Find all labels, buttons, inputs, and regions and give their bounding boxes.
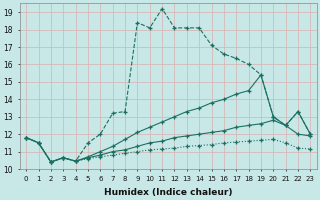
X-axis label: Humidex (Indice chaleur): Humidex (Indice chaleur)	[104, 188, 233, 197]
